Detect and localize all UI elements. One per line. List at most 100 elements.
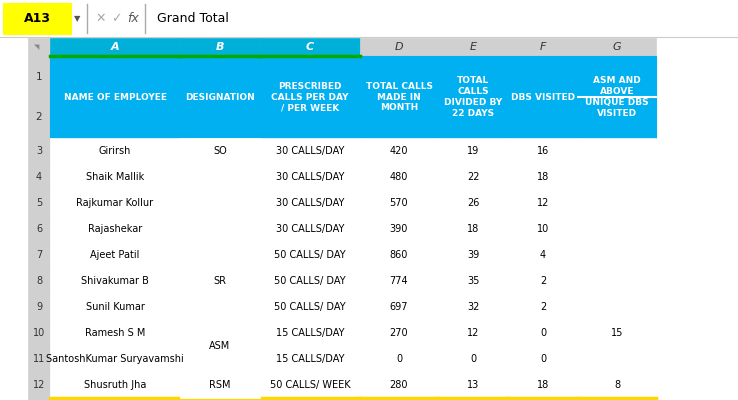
Bar [50,242,180,268]
Bar [360,294,438,320]
Text: 774: 774 [390,276,408,286]
Bar [50,398,360,400]
Bar [360,38,438,56]
Bar [28,398,50,400]
Bar [180,320,260,372]
Bar [28,164,50,190]
Text: 11: 11 [33,354,45,364]
Text: 9: 9 [36,302,42,312]
Bar [438,398,508,400]
Text: Shusruth Jha: Shusruth Jha [84,380,146,390]
Text: DESIGNATION: DESIGNATION [185,92,255,102]
Text: E: E [469,42,477,52]
Text: 50 CALLS/ DAY: 50 CALLS/ DAY [275,250,346,260]
Text: D: D [395,42,403,52]
Bar [438,320,508,346]
Text: 30 CALLS/DAY: 30 CALLS/DAY [276,198,344,208]
Text: ✕: ✕ [95,12,106,25]
Bar [3,3,71,34]
Bar [438,190,508,216]
Bar [28,242,50,268]
Text: 480: 480 [390,172,408,182]
Bar [260,190,360,216]
Bar [360,56,438,138]
Bar [50,138,180,164]
Bar [28,320,50,346]
Bar [360,372,438,398]
Text: 15: 15 [611,328,623,338]
Bar [260,346,360,372]
Text: PRESCRIBED
CALLS PER DAY
/ PER WEEK: PRESCRIBED CALLS PER DAY / PER WEEK [272,82,349,112]
Bar [180,268,260,294]
Bar [578,268,656,294]
Bar [578,320,656,346]
Text: Ramesh S M: Ramesh S M [85,328,145,338]
Text: DBS VISITED: DBS VISITED [511,92,575,102]
Text: 13: 13 [467,380,479,390]
Bar [438,242,508,268]
Text: Rajkumar Kollur: Rajkumar Kollur [77,198,154,208]
Bar [360,346,438,372]
Text: 19: 19 [467,146,479,156]
Bar [578,56,656,138]
Bar [360,320,438,346]
Text: 30 CALLS/DAY: 30 CALLS/DAY [276,172,344,182]
Text: B: B [215,42,224,52]
Bar [180,320,260,346]
Bar [578,190,656,216]
Text: ASM: ASM [210,341,230,351]
Bar [180,38,260,56]
Bar [360,138,438,164]
Text: 35: 35 [467,276,479,286]
Bar [438,56,508,138]
Text: F: F [539,42,546,52]
Bar [260,268,360,294]
Text: 0: 0 [540,328,546,338]
Text: Rajashekar: Rajashekar [88,224,142,234]
Text: 3: 3 [36,146,42,156]
Bar [28,372,50,398]
Text: 12: 12 [537,198,549,208]
Text: ◥: ◥ [34,44,40,50]
Text: 10: 10 [33,328,45,338]
Bar [360,190,438,216]
Bar [508,346,578,372]
Bar [508,294,578,320]
Text: 6: 6 [36,224,42,234]
Bar [578,372,656,398]
Text: 8: 8 [614,380,620,390]
Text: 2: 2 [540,276,546,286]
Bar [0,38,28,56]
Bar [438,372,508,398]
Bar [578,216,656,242]
Bar [180,242,260,320]
Text: SO: SO [213,146,227,156]
Bar [260,294,360,320]
Text: A: A [111,42,120,52]
Text: Ajeet Patil: Ajeet Patil [90,250,139,260]
Bar [578,38,656,56]
Text: 270: 270 [390,328,408,338]
Bar [578,138,656,164]
Text: 50 CALLS/ WEEK: 50 CALLS/ WEEK [269,380,351,390]
Text: TOTAL CALLS
MADE IN
MONTH: TOTAL CALLS MADE IN MONTH [365,82,432,112]
Bar [180,164,260,190]
Bar [438,138,508,164]
Bar [260,138,360,164]
Bar [28,190,50,216]
Text: 18: 18 [537,380,549,390]
Bar [508,38,578,56]
Bar [50,294,180,320]
Bar [50,190,180,216]
Text: 8: 8 [36,276,42,286]
Bar [50,320,180,346]
Text: 15 CALLS/DAY: 15 CALLS/DAY [276,328,344,338]
Bar [180,138,260,164]
Bar [508,242,578,268]
Bar [180,138,260,164]
Text: Shaik Mallik: Shaik Mallik [86,172,144,182]
Text: Sunil Kumar: Sunil Kumar [86,302,145,312]
Bar [508,372,578,398]
Text: ▼: ▼ [74,14,80,23]
Text: 50 CALLS/ DAY: 50 CALLS/ DAY [275,276,346,286]
